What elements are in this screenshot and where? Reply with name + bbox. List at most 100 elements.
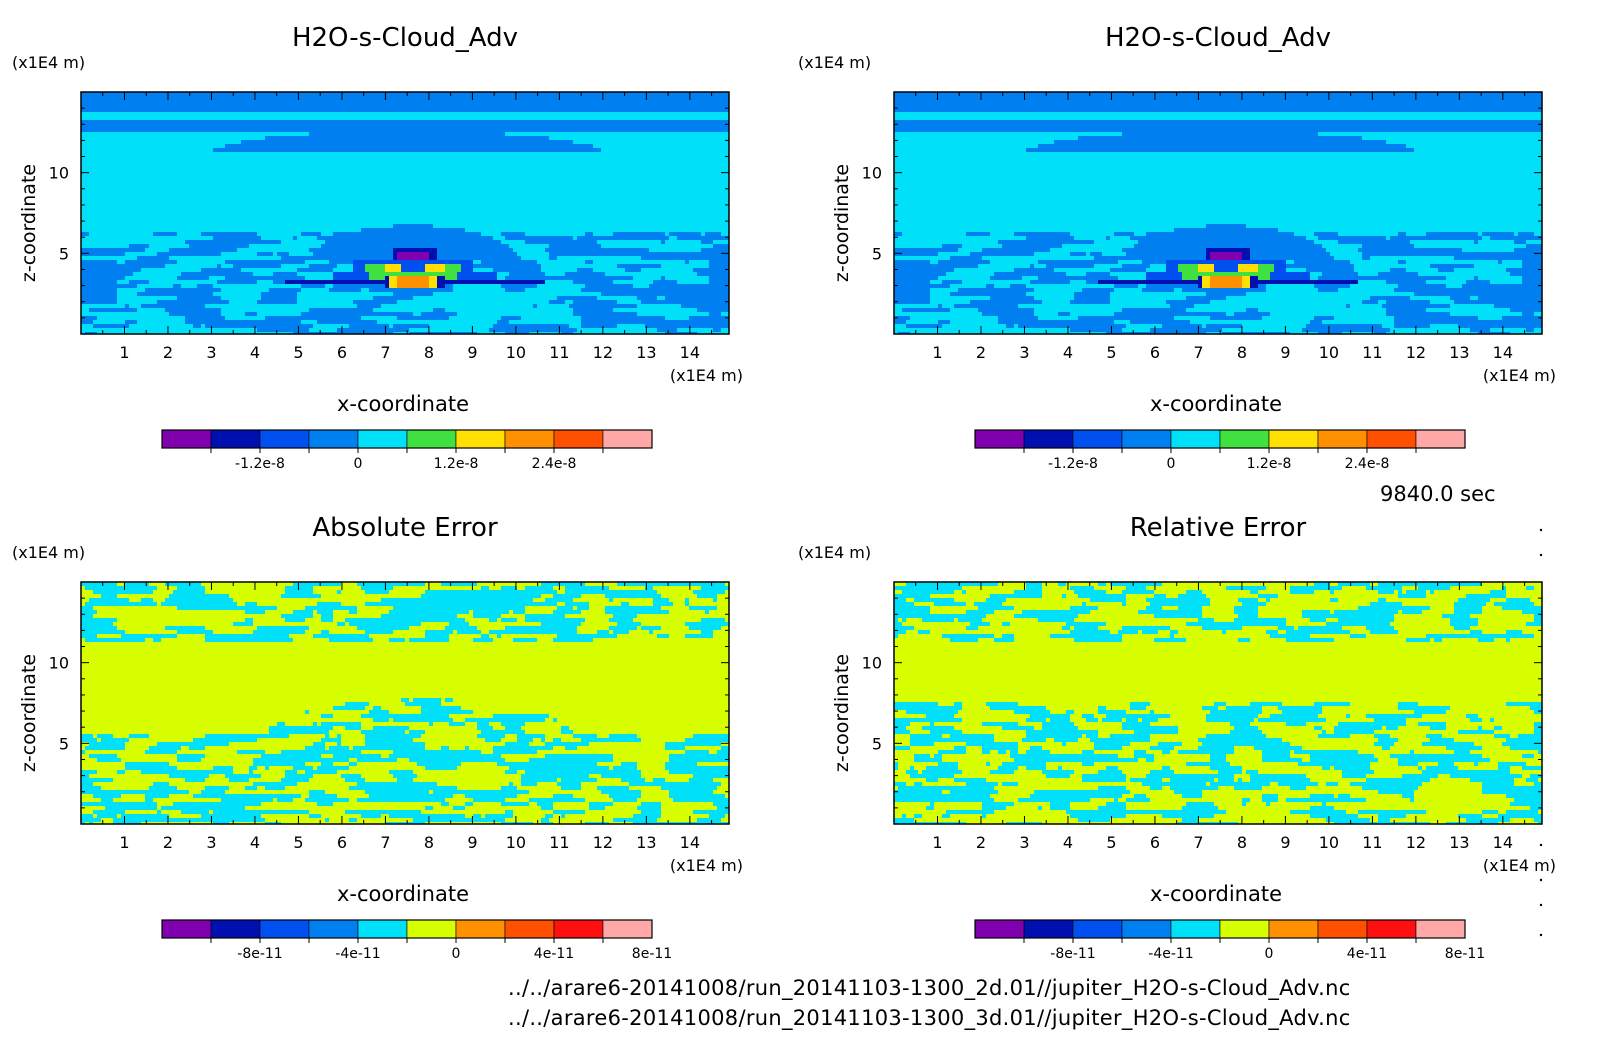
y-tick-label: 10: [862, 654, 882, 673]
contour-cell: [1346, 714, 1351, 719]
contour-cell: [1526, 762, 1543, 767]
contour-cell: [129, 280, 150, 285]
contour-cell: [213, 292, 262, 297]
contour-cell: [1334, 256, 1363, 261]
contour-cell: [121, 758, 178, 763]
contour-cell: [1410, 240, 1475, 245]
contour-cell: [1310, 806, 1335, 811]
contour-cell: [1142, 630, 1159, 635]
contour-cell: [1370, 818, 1379, 823]
contour-cell: [894, 674, 1543, 679]
contour-cell: [1514, 248, 1543, 253]
contour-cell: [1074, 710, 1099, 715]
contour-cell: [1222, 630, 1227, 635]
contour-cell: [125, 742, 158, 747]
contour-cell: [1494, 638, 1507, 643]
contour-cell: [1106, 590, 1123, 595]
contour-cell: [1150, 734, 1207, 739]
contour-cell: [449, 746, 466, 751]
contour-cell: [357, 610, 390, 615]
contour-cell: [1122, 746, 1151, 751]
contour-cell: [237, 248, 310, 253]
contour-cell: [1150, 770, 1175, 775]
contour-cell: [357, 606, 394, 611]
contour-cell: [910, 766, 915, 771]
contour-cell: [1066, 810, 1227, 815]
contour-cell: [894, 590, 903, 595]
contour-cell: [1170, 750, 1179, 755]
contour-cell: [661, 806, 718, 811]
contour-cell: [81, 742, 90, 747]
contour-cell: [1094, 746, 1123, 751]
contour-cell: [389, 718, 394, 723]
contour-cell: [894, 586, 963, 591]
contour-cell: [1210, 284, 1243, 289]
contour-cell: [1502, 316, 1543, 321]
contour-cell: [661, 786, 718, 791]
x-tick-label: 3: [206, 833, 216, 852]
contour-cell: [125, 304, 130, 309]
contour-cell: [1506, 594, 1543, 599]
chart-panel-4: Relative Error(x1E4 m)1 2 3 4 5 6 7 8 9 10 11 12 13 1…: [798, 513, 1556, 962]
contour-cell: [986, 614, 1015, 619]
colorbar-tick-label: 0: [1167, 456, 1176, 472]
contour-cell: [437, 782, 510, 787]
contour-cell: [365, 602, 558, 607]
contour-cell: [1454, 762, 1475, 767]
contour-cell: [537, 638, 554, 643]
x-unit-label: (x1E4 m): [1483, 366, 1556, 385]
contour-cell: [613, 232, 666, 237]
contour-cell: [161, 806, 246, 811]
contour-cell: [165, 308, 222, 313]
contour-cell: [894, 722, 911, 727]
contour-cell: [649, 248, 702, 253]
contour-cell: [1530, 598, 1543, 603]
contour-cell: [665, 742, 722, 747]
contour-cell: [81, 818, 102, 823]
contour-cell: [1482, 236, 1491, 241]
contour-cell: [141, 268, 202, 273]
contour-cell: [713, 244, 730, 249]
contour-cell: [589, 742, 666, 747]
contour-cell: [1518, 232, 1535, 237]
contour-cell: [1506, 586, 1527, 591]
contour-cell: [361, 726, 374, 731]
contour-cell: [1206, 252, 1211, 257]
contour-cell: [946, 272, 995, 277]
contour-cell: [429, 276, 438, 281]
colorbar-tick-label: 4e-11: [1347, 946, 1387, 962]
contour-cell: [697, 762, 730, 767]
contour-cell: [289, 252, 314, 257]
contour-cell: [1278, 626, 1295, 631]
contour-cell: [1318, 132, 1543, 137]
contour-cell: [1454, 626, 1471, 631]
contour-cell: [261, 236, 294, 241]
contour-cell: [393, 718, 454, 723]
contour-cell: [1330, 252, 1363, 257]
contour-cell: [433, 722, 450, 727]
contour-cell: [1226, 702, 1251, 707]
contour-cell: [333, 714, 362, 719]
contour-cell: [653, 602, 674, 607]
contour-cell: [725, 590, 730, 595]
contour-cell: [325, 284, 334, 289]
contour-cell: [1014, 606, 1071, 611]
contour-cell: [609, 598, 614, 603]
contour-cell: [1406, 268, 1439, 273]
contour-cell: [229, 594, 282, 599]
chart-panel-1: H2O-s-Cloud_Adv(x1E4 m)1 2 3 4 5 6 7 8 9 10 11 12 13…: [12, 23, 743, 472]
contour-cell: [1370, 762, 1399, 767]
contour-cell: [938, 702, 955, 707]
contour-cell: [1042, 582, 1059, 587]
contour-cell: [1142, 718, 1159, 723]
contour-cell: [1242, 276, 1251, 281]
contour-cell: [597, 786, 630, 791]
contour-cell: [1282, 710, 1323, 715]
contour-cell: [1258, 598, 1267, 603]
contour-cell: [321, 614, 334, 619]
contour-cell: [1370, 602, 1403, 607]
contour-cell: [994, 638, 1015, 643]
contour-cell: [1430, 324, 1459, 329]
contour-cell: [1014, 770, 1043, 775]
contour-cell: [1426, 766, 1459, 771]
